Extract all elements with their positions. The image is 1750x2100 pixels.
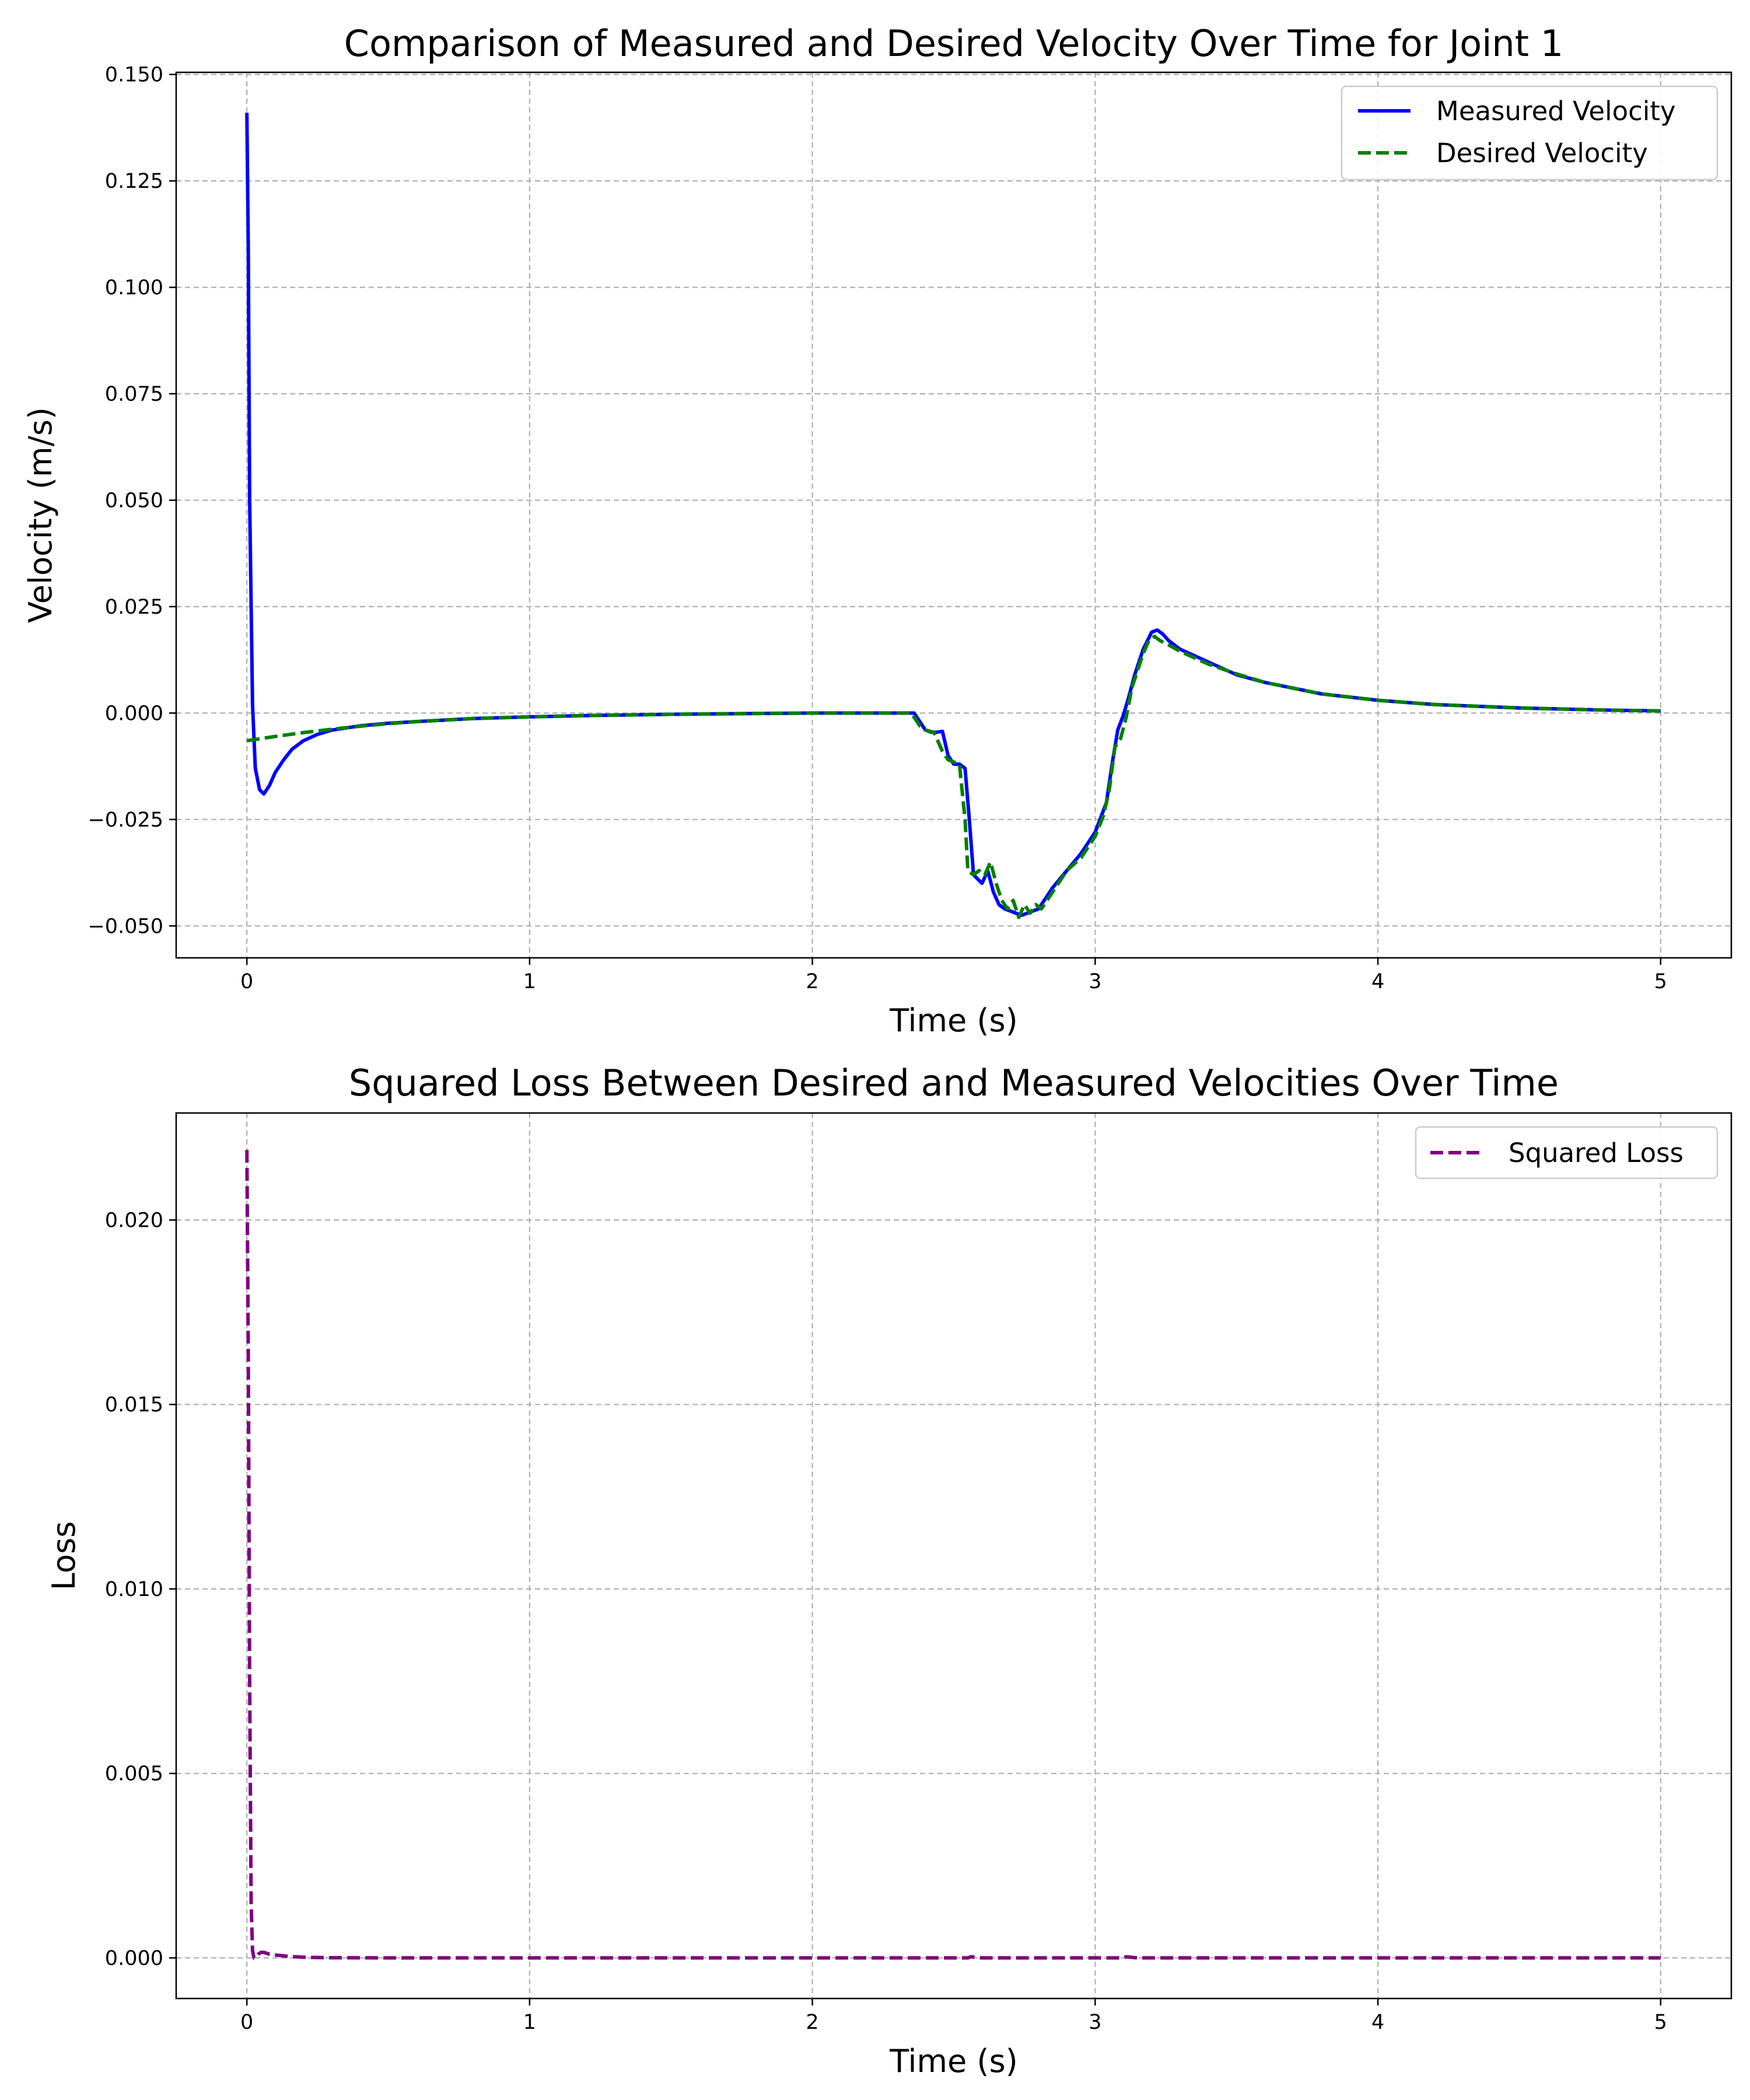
loss-chart: Squared Loss Between Desired and Measure…	[46, 1062, 1732, 2080]
velocity-chart-x-tick-label: 3	[1088, 970, 1101, 993]
loss-chart-series	[245, 1150, 1661, 1960]
loss-chart-x-ticks: 0 1 2 3 4 5	[240, 1999, 1667, 2034]
velocity-chart-x-ticks: 0 1 2 3 4 5	[240, 958, 1667, 993]
loss-chart-legend: Squared Loss	[1415, 1126, 1718, 1180]
velocity-chart-x-tick-label: 2	[806, 970, 818, 993]
velocity-chart-y-tick-label: 0.075	[105, 383, 163, 406]
velocity-chart-y-ticks: −0.050 −0.025 0.000 0.025 0.050 0.075 0.100 0.1…	[88, 64, 176, 938]
loss-chart-y-ticks: 0.000 0.005 0.010 0.015 0.020	[105, 1209, 176, 1970]
velocity-chart-x-axis-label: Time (s)	[889, 1002, 1018, 1039]
velocity-chart-y-tick-label: 0.025	[105, 596, 163, 619]
velocity-chart-y-tick-label: 0.125	[105, 170, 163, 193]
velocity-chart-y-tick-label: 0.050	[105, 489, 163, 513]
loss-chart-title: Squared Loss Between Desired and Measure…	[349, 1062, 1559, 1104]
velocity-chart-title: Comparison of Measured and Desired Veloc…	[344, 22, 1563, 65]
velocity-chart-legend-box	[1340, 85, 1718, 181]
loss-chart-y-tick-label: 0.015	[105, 1394, 163, 1417]
velocity-chart-y-axis-label: Velocity (m/s)	[22, 407, 59, 623]
loss-chart-y-tick-label: 0.020	[105, 1209, 163, 1232]
loss-chart-y-tick-label: 0.010	[105, 1578, 163, 1601]
velocity-chart-y-tick-label: −0.025	[88, 808, 163, 832]
velocity-chart-x-tick-label: 5	[1654, 970, 1667, 993]
legend-squared-loss-label: Squared Loss	[1508, 1138, 1684, 1168]
loss-chart-x-axis-label: Time (s)	[889, 2043, 1018, 2080]
loss-chart-legend-box	[1415, 1126, 1718, 1180]
loss-chart-squared-loss-line	[245, 1150, 1661, 1960]
velocity-chart-y-tick-label: 0.100	[105, 276, 163, 300]
velocity-chart-y-tick-label: 0.150	[105, 64, 163, 87]
legend-measured-velocity-label: Measured Velocity	[1436, 96, 1676, 127]
velocity-chart-measured-velocity-line	[245, 113, 1661, 917]
loss-chart-x-tick-label: 5	[1654, 2011, 1667, 2034]
velocity-chart-series	[245, 113, 1661, 919]
velocity-chart: Comparison of Measured and Desired Veloc…	[22, 22, 1732, 1039]
loss-chart-y-tick-label: 0.000	[105, 1947, 163, 1970]
velocity-chart-x-tick-label: 4	[1371, 970, 1384, 993]
velocity-chart-legend: Measured Velocity Desired Velocity	[1340, 85, 1718, 181]
velocity-chart-grid	[176, 72, 1731, 958]
loss-chart-x-tick-label: 2	[806, 2011, 818, 2034]
velocity-chart-y-tick-label: 0.000	[105, 702, 163, 725]
velocity-chart-x-tick-label: 1	[523, 970, 536, 993]
loss-chart-x-tick-label: 3	[1088, 2011, 1101, 2034]
loss-chart-y-axis-label: Loss	[46, 1521, 82, 1590]
loss-chart-x-tick-label: 1	[523, 2011, 536, 2034]
loss-chart-y-tick-label: 0.005	[105, 1762, 163, 1786]
loss-chart-x-tick-label: 4	[1371, 2011, 1384, 2034]
velocity-chart-desired-velocity-line	[246, 635, 1661, 919]
velocity-chart-y-tick-label: −0.050	[88, 915, 163, 938]
loss-chart-x-tick-label: 0	[240, 2011, 253, 2034]
loss-chart-frame	[175, 1112, 1732, 2000]
velocity-chart-x-tick-label: 0	[240, 970, 253, 993]
velocity-chart-frame	[175, 71, 1732, 959]
legend-desired-velocity-label: Desired Velocity	[1436, 138, 1648, 169]
